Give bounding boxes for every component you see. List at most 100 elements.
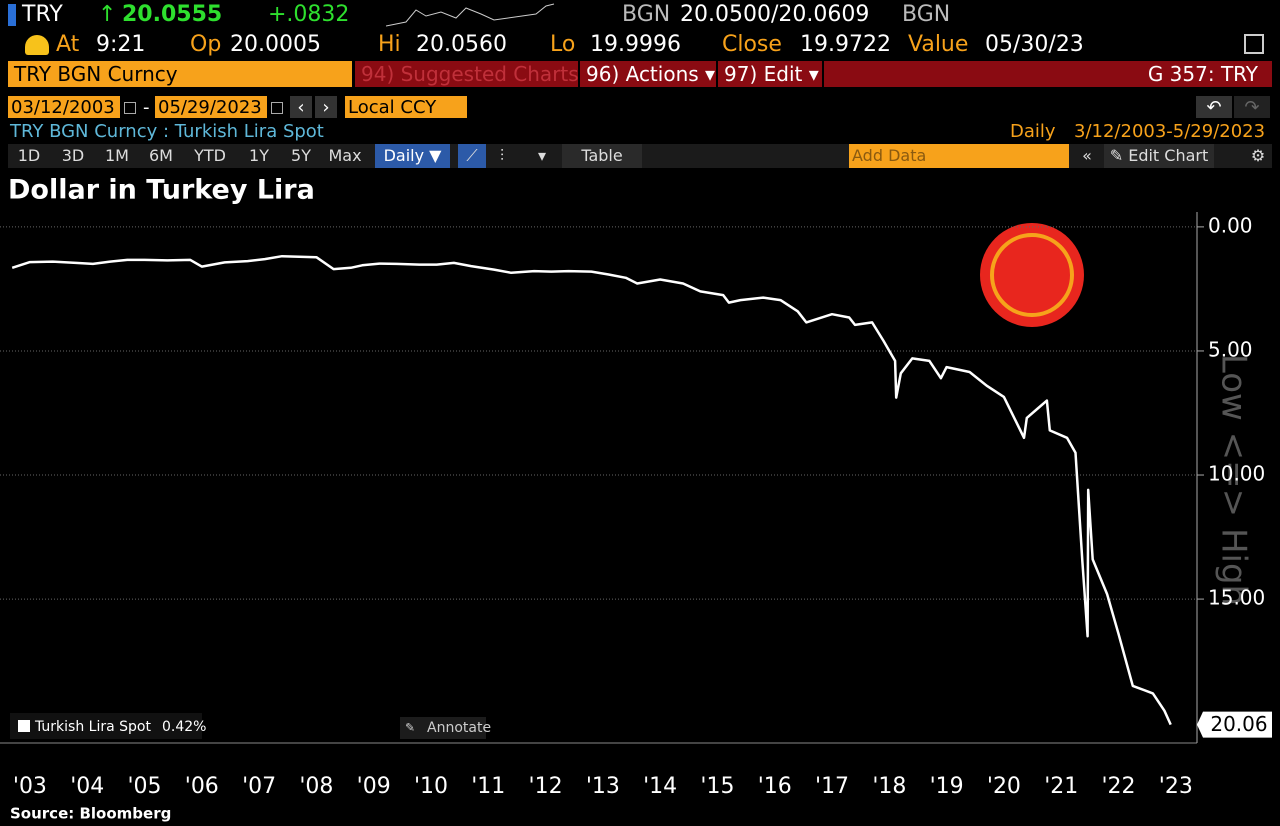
x-tick-label: '18 xyxy=(872,774,906,799)
y-tick-label: 5.00 xyxy=(1208,337,1253,361)
legend-box xyxy=(10,713,202,739)
start-date[interactable]: 03/12/2003 xyxy=(8,96,120,118)
table-button[interactable]: Table xyxy=(562,144,642,168)
undo[interactable]: ↶ xyxy=(1196,96,1232,118)
chart-title: Dollar in Turkey Lira xyxy=(8,175,315,206)
x-tick-label: '17 xyxy=(815,774,849,799)
edit-menu[interactable]: 97) Edit ▾ xyxy=(718,61,822,87)
stat-value: 9:21 xyxy=(96,32,146,57)
x-tick-label: '03 xyxy=(13,774,47,799)
x-tick-label: '12 xyxy=(529,774,563,799)
security-field[interactable]: TRY BGN Curncy xyxy=(8,61,352,87)
legend-swatch xyxy=(18,720,30,732)
symbol: TRY xyxy=(22,2,63,27)
range-sep: - xyxy=(143,97,150,118)
stat-label: At xyxy=(56,32,80,57)
y-tick-label: 10.00 xyxy=(1208,462,1265,486)
x-tick-label: '22 xyxy=(1101,774,1135,799)
period-button[interactable]: 1M xyxy=(105,146,129,165)
x-tick-label: '16 xyxy=(758,774,792,799)
stat-label: Value xyxy=(908,32,969,57)
period-button[interactable]: Max xyxy=(328,146,362,165)
legend-label: Turkish Lira Spot xyxy=(34,719,151,735)
redo[interactable]: ↷ xyxy=(1234,96,1270,118)
frequency: Daily xyxy=(1010,121,1056,143)
x-tick-label: '14 xyxy=(643,774,677,799)
menu-bar: TRY BGN Curncy 94) Suggested Charts 96) … xyxy=(0,60,1280,88)
add-data[interactable]: Add Data xyxy=(849,144,1069,168)
x-tick-label: '19 xyxy=(930,774,964,799)
range-bar: 03/12/2003 - 05/29/2023 ‹ › Local CCY ↶ … xyxy=(0,96,1280,120)
chart: Dollar in Turkey Lira Source: Bloomberg … xyxy=(0,175,1272,823)
logo-ring xyxy=(990,233,1074,317)
x-tick-label: '23 xyxy=(1159,774,1193,799)
x-tick-label: '10 xyxy=(414,774,448,799)
currency-select[interactable]: Local CCY xyxy=(345,96,467,118)
last-price: 20.0555 xyxy=(122,2,223,27)
frequency-button[interactable]: Daily ▼ xyxy=(375,144,450,168)
series-line xyxy=(11,254,1172,726)
description: TRY BGN Curncy : Turkish Lira Spot xyxy=(10,121,324,142)
collapse[interactable]: « xyxy=(1082,146,1092,165)
actions-menu[interactable]: 96) Actions ▾ xyxy=(580,61,716,87)
sparkline-path xyxy=(386,3,555,27)
bid-currency: BGN xyxy=(622,2,671,27)
prev[interactable]: ‹ xyxy=(290,96,312,118)
period-button[interactable]: YTD xyxy=(194,146,226,165)
end-cal[interactable] xyxy=(271,102,283,114)
watermark: Low <=> High xyxy=(1214,354,1254,606)
line-style[interactable]: ⟋ xyxy=(458,144,486,168)
x-tick-label: '09 xyxy=(357,774,391,799)
stat-label: Op xyxy=(190,32,222,57)
x-tick-label: '07 xyxy=(242,774,276,799)
y-tick-label: 0.00 xyxy=(1208,213,1253,237)
expand-icon[interactable] xyxy=(1244,34,1264,54)
legend-change: 0.42% xyxy=(162,719,206,735)
annotate-icon: ✎ xyxy=(405,721,415,735)
period-button[interactable]: 1Y xyxy=(249,146,269,165)
period-button[interactable]: 1D xyxy=(17,146,41,165)
ask-currency: BGN xyxy=(902,2,951,27)
stat-label: Close xyxy=(722,32,782,57)
period-button[interactable]: 6M xyxy=(149,146,173,165)
edit-chart[interactable]: ✎ Edit Chart xyxy=(1104,144,1214,168)
stat-value: 20.0005 xyxy=(230,32,321,57)
suggested-charts[interactable]: 94) Suggested Charts xyxy=(355,61,579,87)
up-arrow: ↑ xyxy=(98,2,117,27)
bid-ask: 20.0500/20.0609 xyxy=(680,2,870,27)
x-tick-label: '04 xyxy=(70,774,104,799)
last-value-label: 20.06 xyxy=(1210,712,1267,736)
x-tick-label: '13 xyxy=(586,774,620,799)
x-tick-label: '21 xyxy=(1044,774,1078,799)
stat-value: 20.0560 xyxy=(416,32,507,57)
net-change: +.0832 xyxy=(268,2,350,27)
frequency-text: Daily xyxy=(1010,121,1056,142)
bar-style[interactable]: ⫶ xyxy=(499,146,504,165)
start-cal[interactable] xyxy=(124,102,136,114)
sparkline xyxy=(386,3,555,27)
period-button[interactable]: 3D xyxy=(61,146,85,165)
stat-label: Lo xyxy=(550,32,576,57)
security-line: TRY BGN Curncy : Turkish Lira Spot Daily… xyxy=(0,121,1280,143)
stat-value: 19.9722 xyxy=(800,32,891,57)
top-bar: TRY ↑ 20.0555 +.0832 BGN 20.0500/20.0609… xyxy=(0,0,1280,30)
y-tick-label: 15.00 xyxy=(1208,586,1265,610)
edit-chart-text: Edit Chart xyxy=(1128,146,1209,165)
x-tick-label: '08 xyxy=(299,774,333,799)
next[interactable]: › xyxy=(315,96,337,118)
gauge-icon xyxy=(25,35,49,55)
stat-value: 19.9996 xyxy=(590,32,681,57)
logo xyxy=(980,223,1084,327)
annotate-button[interactable] xyxy=(400,717,486,739)
period-button[interactable]: 5Y xyxy=(291,146,311,165)
style-menu[interactable]: ▾ xyxy=(537,146,547,165)
source: Source: Bloomberg xyxy=(10,805,171,823)
end-date[interactable]: 05/29/2023 xyxy=(155,96,267,118)
function-code: G 357: TRY xyxy=(824,61,1272,87)
x-tick-label: '11 xyxy=(471,774,505,799)
settings[interactable]: ⚙ xyxy=(1250,146,1266,165)
x-tick-label: '06 xyxy=(185,774,219,799)
x-tick-label: '15 xyxy=(700,774,734,799)
stat-label: Hi xyxy=(378,32,401,57)
